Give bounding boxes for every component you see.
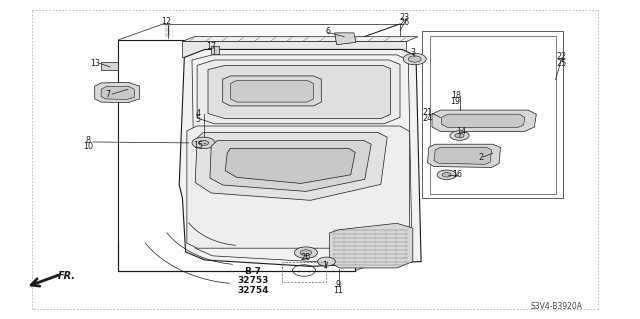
Polygon shape [230, 80, 314, 102]
Text: 18: 18 [451, 91, 461, 100]
Polygon shape [195, 132, 387, 200]
Circle shape [455, 133, 464, 138]
Circle shape [408, 56, 421, 62]
Polygon shape [225, 148, 355, 183]
Circle shape [198, 140, 209, 145]
Circle shape [192, 137, 215, 149]
Text: 8: 8 [86, 136, 91, 145]
Text: 23: 23 [399, 13, 410, 22]
Text: 22: 22 [557, 52, 567, 61]
Text: 12: 12 [161, 17, 172, 26]
Polygon shape [428, 144, 500, 167]
Polygon shape [182, 41, 406, 57]
Text: 26: 26 [399, 19, 410, 27]
Text: 32754: 32754 [237, 286, 269, 295]
Text: 1: 1 [323, 261, 328, 270]
Text: 7: 7 [105, 90, 110, 99]
Text: 14: 14 [456, 127, 466, 136]
Text: 19: 19 [451, 97, 461, 106]
Polygon shape [210, 140, 371, 191]
Polygon shape [179, 49, 421, 266]
Text: 16: 16 [452, 170, 463, 179]
Circle shape [450, 131, 469, 140]
Polygon shape [335, 33, 356, 45]
Text: 13: 13 [90, 59, 100, 68]
Polygon shape [187, 126, 410, 248]
Text: 6: 6 [325, 27, 330, 36]
Polygon shape [101, 86, 134, 100]
Polygon shape [211, 46, 219, 54]
Text: 5: 5 [196, 115, 201, 124]
Text: 2: 2 [479, 153, 484, 162]
Circle shape [294, 247, 317, 258]
Polygon shape [434, 147, 492, 164]
Polygon shape [197, 60, 400, 124]
Text: 4: 4 [196, 109, 201, 118]
Circle shape [300, 250, 312, 256]
Polygon shape [442, 114, 525, 128]
Text: 3: 3 [410, 48, 415, 57]
Circle shape [437, 170, 456, 180]
Text: B-7: B-7 [244, 267, 261, 276]
Circle shape [317, 257, 335, 266]
Text: 21: 21 [422, 108, 433, 117]
Polygon shape [330, 223, 413, 268]
Polygon shape [208, 65, 390, 119]
Polygon shape [432, 110, 536, 131]
Text: 15: 15 [193, 141, 204, 150]
Polygon shape [223, 76, 321, 106]
Circle shape [442, 173, 451, 177]
Text: 32753: 32753 [237, 276, 269, 285]
Polygon shape [101, 62, 118, 70]
Polygon shape [95, 82, 140, 103]
Text: 9: 9 [335, 280, 340, 289]
Text: 11: 11 [333, 286, 343, 295]
Polygon shape [182, 37, 418, 41]
Text: FR.: FR. [58, 271, 76, 281]
Text: 10: 10 [83, 142, 93, 151]
Text: 25: 25 [557, 59, 567, 68]
Circle shape [403, 53, 426, 65]
Text: 17: 17 [206, 42, 216, 51]
Text: 20: 20 [301, 253, 311, 262]
Text: 24: 24 [422, 114, 433, 123]
Text: S3V4-B3920A: S3V4-B3920A [531, 302, 583, 311]
